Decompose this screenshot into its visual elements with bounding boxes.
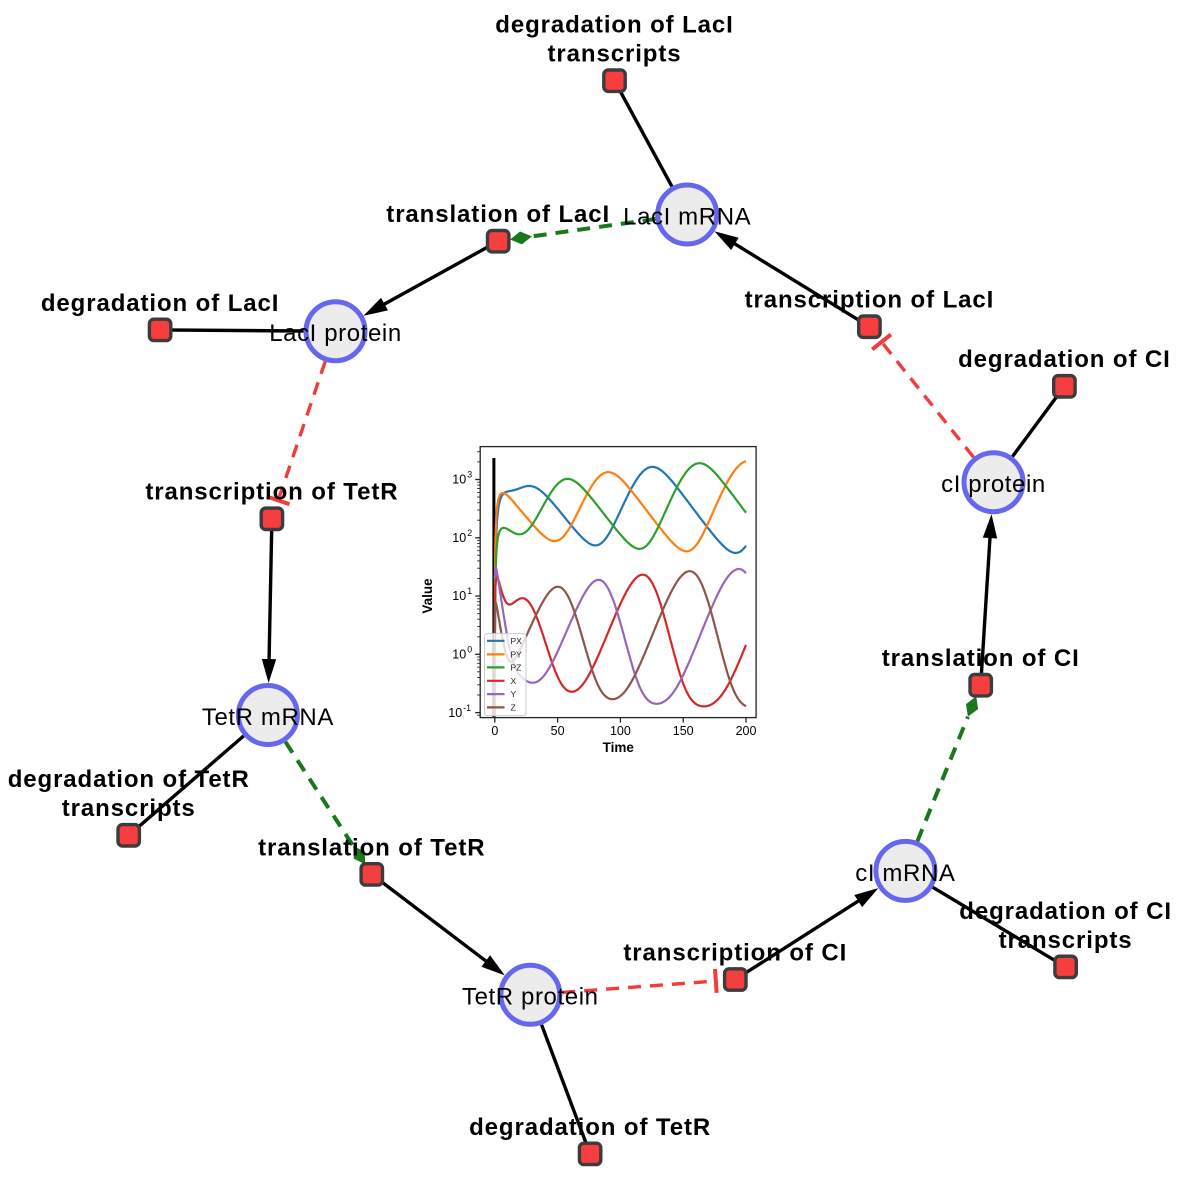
svg-text:degradation of CI: degradation of CI bbox=[959, 898, 1172, 925]
svg-text:cI protein: cI protein bbox=[941, 471, 1046, 498]
svg-text:Value: Value bbox=[420, 578, 435, 614]
svg-text:Y: Y bbox=[511, 689, 517, 699]
svg-text:0: 0 bbox=[467, 645, 472, 655]
svg-text:0: 0 bbox=[491, 724, 498, 738]
svg-text:transcripts: transcripts bbox=[62, 795, 196, 822]
svg-text:10: 10 bbox=[452, 589, 466, 603]
svg-text:LacI protein: LacI protein bbox=[269, 320, 402, 347]
svg-text:translation of CI: translation of CI bbox=[882, 645, 1080, 672]
svg-text:10: 10 bbox=[452, 648, 466, 662]
svg-text:translation of TetR: translation of TetR bbox=[258, 834, 485, 861]
svg-text:10: 10 bbox=[452, 473, 466, 487]
svg-text:degradation of TetR: degradation of TetR bbox=[8, 766, 250, 793]
svg-text:PX: PX bbox=[511, 636, 523, 646]
svg-text:200: 200 bbox=[736, 724, 757, 738]
svg-text:-1: -1 bbox=[463, 703, 471, 713]
svg-text:2: 2 bbox=[467, 528, 472, 538]
svg-text:100: 100 bbox=[610, 724, 631, 738]
svg-text:50: 50 bbox=[551, 724, 565, 738]
svg-text:TetR protein: TetR protein bbox=[462, 984, 599, 1011]
svg-text:150: 150 bbox=[673, 724, 694, 738]
svg-text:Z: Z bbox=[511, 703, 516, 713]
svg-text:transcripts: transcripts bbox=[548, 41, 682, 68]
svg-text:PZ: PZ bbox=[511, 663, 522, 673]
svg-text:10: 10 bbox=[448, 706, 462, 720]
svg-text:10: 10 bbox=[452, 531, 466, 545]
svg-text:PY: PY bbox=[511, 650, 523, 660]
svg-text:transcription of TetR: transcription of TetR bbox=[145, 479, 398, 506]
svg-text:TetR mRNA: TetR mRNA bbox=[202, 704, 334, 731]
svg-text:3: 3 bbox=[467, 470, 472, 480]
svg-text:degradation of TetR: degradation of TetR bbox=[469, 1114, 711, 1141]
svg-text:degradation of LacI: degradation of LacI bbox=[41, 290, 279, 317]
svg-text:1: 1 bbox=[467, 586, 472, 596]
svg-text:cI mRNA: cI mRNA bbox=[855, 860, 955, 887]
svg-text:transcription of CI: transcription of CI bbox=[623, 939, 847, 966]
svg-text:translation of LacI: translation of LacI bbox=[386, 201, 610, 228]
svg-text:degradation of CI: degradation of CI bbox=[958, 346, 1171, 373]
svg-text:degradation of LacI: degradation of LacI bbox=[495, 12, 733, 39]
svg-text:X: X bbox=[511, 676, 517, 686]
svg-text:transcripts: transcripts bbox=[999, 927, 1133, 954]
svg-text:LacI mRNA: LacI mRNA bbox=[623, 203, 751, 230]
svg-text:Time: Time bbox=[603, 740, 635, 755]
svg-text:transcription of LacI: transcription of LacI bbox=[745, 287, 995, 314]
